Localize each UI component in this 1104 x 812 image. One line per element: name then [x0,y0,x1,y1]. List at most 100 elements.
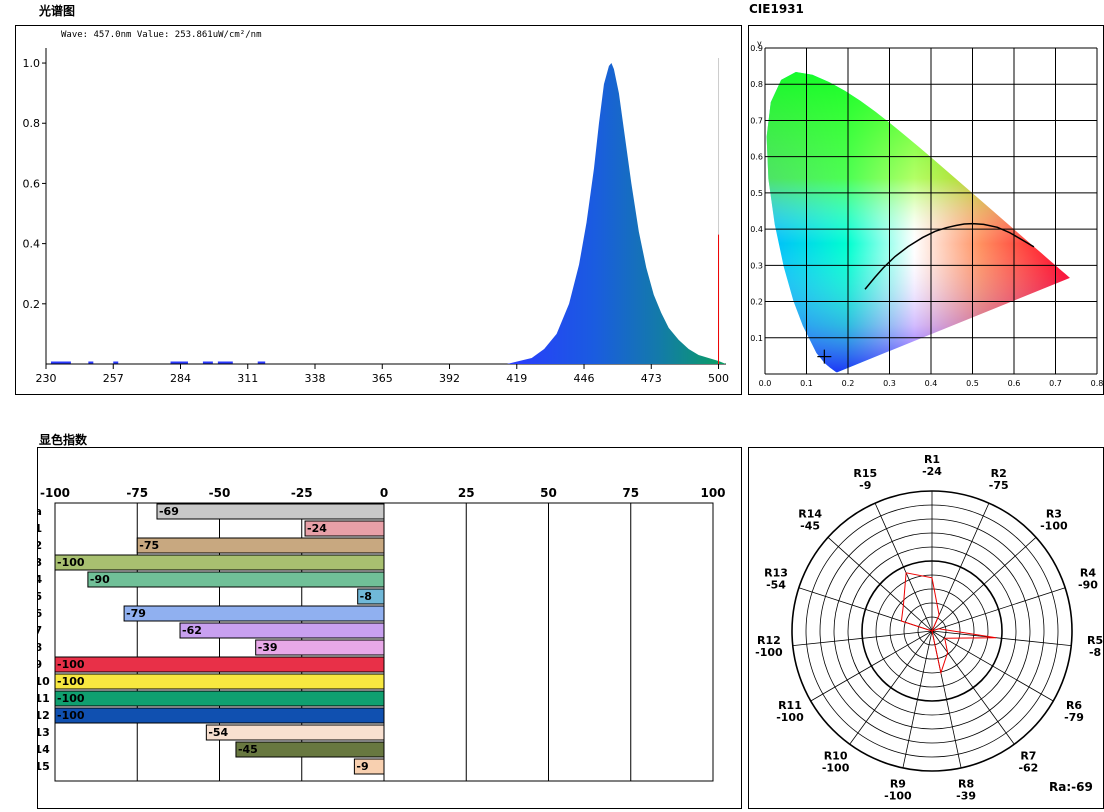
cri-bar [54,554,385,571]
cri-category-label: R1 [38,522,42,535]
spectrum-x-tick-label: 365 [372,372,393,385]
cri-plot-frame [54,502,714,782]
polar-spoke [931,502,990,632]
cri-bar [123,605,385,622]
spectrum-x-tick-label: 257 [103,372,124,385]
polar-spoke [849,630,933,745]
cie-planckian-locus [864,222,1035,290]
spectrum-x-tick-label: 500 [708,372,729,385]
cie-y-tick-label: 0.2 [750,298,763,307]
cri-bar [54,656,385,673]
cie-x-tick-label: 0.3 [883,379,896,388]
cri-bar [179,622,385,639]
cri-bar-value-label: -100 [57,556,85,569]
polar-spoke [931,630,1072,647]
spectrum-y-tick-label: 0.6 [23,177,41,190]
polar-spoke [874,502,933,632]
cri-bar-value-label: -8 [360,590,372,603]
cie-y-tick-label: 0.7 [750,116,763,125]
polar-category-label: R4 [1080,566,1096,579]
polar-value-label: -100 [822,762,850,775]
cri-x-tick-label: -25 [291,486,313,500]
spectrum-y-tick-label: 1.0 [23,57,41,70]
polar-category-label: R14 [798,507,822,520]
spectrum-x-tick-label: 446 [574,372,595,385]
cie-y-tick-label: 0.6 [750,153,763,162]
polar-category-label: R8 [958,777,974,790]
cri-category-label: Ra [38,505,42,518]
cri-category-label: R4 [38,573,42,586]
cri-panel: -100 -75 -50 -25 0 25 50 75 100 Ra -69 R1 -24 R2 -75 R3… [26,447,742,809]
polar-category-label: R1 [924,453,940,466]
polar-category-label: R5 [1087,634,1103,647]
cri-x-tick-label: 100 [700,486,725,500]
polar-value-label: -9 [859,479,871,492]
cie-x-tick-label: 0.5 [966,379,979,388]
spectrum-x-tick-label: 311 [237,372,258,385]
cri-bar [87,571,385,588]
polar-category-label: R11 [778,699,802,712]
cri-bar-value-label: -100 [57,658,85,671]
cie-panel: 0.0 0.1 0.2 0.3 0.4 0.5 0.6 0.7 0.8 0.1 0.2 0.3 0.4 0… [748,25,1104,395]
cri-bar [304,520,385,537]
cie-y-tick-label: 0.8 [750,80,763,89]
cri-category-label: R14 [38,743,50,756]
polar-value-label: -62 [1018,762,1038,775]
polar-category-label: R12 [757,634,781,647]
cri-x-tick-label: 75 [622,486,639,500]
cri-x-tick-label: 50 [540,486,557,500]
cri-bar-value-label: -79 [126,607,146,620]
cie-x-tick-label: 0.8 [1091,379,1104,388]
cri-bar-value-label: -100 [57,709,85,722]
cie-chart[interactable]: 0.0 0.1 0.2 0.3 0.4 0.5 0.6 0.7 0.8 0.1 0.2 0.3 0.4 0… [749,26,1104,394]
polar-value-label: -54 [766,578,786,591]
cie-x-tick-label: 0.2 [842,379,855,388]
cri-category-label: R12 [38,709,50,722]
cri-bar-value-label: -100 [57,675,85,688]
cri-bar [156,503,385,520]
cri-bar-value-label: -75 [139,539,159,552]
cri-bar-value-label: -100 [57,692,85,705]
spectrum-readout: Wave: 457.0nm Value: 253.861uW/cm²/nm [61,30,262,40]
spectrum-x-tick-label: 392 [439,372,460,385]
spectrum-x-tick-label: 284 [170,372,191,385]
polar-spoke [931,537,1037,632]
cri-bar [54,690,385,707]
cri-category-label: R2 [38,539,42,552]
polar-spoke [902,630,933,769]
polar-category-label: R15 [853,467,877,480]
cri-bar-value-label: -39 [258,641,278,654]
cie-x-tick-label: 0.4 [925,379,938,388]
cri-bar [255,639,385,656]
cri-x-tick-label: 25 [458,486,475,500]
cri-category-label: R6 [38,607,42,620]
polar-value-label: -100 [1040,519,1068,532]
cri-bar [353,758,385,775]
polar-spoke [931,630,1054,702]
polar-series-line [900,572,997,675]
spectrum-chart[interactable]: 230 257 284 311 338 365 392 419 446 473 500 0.2 0.4 0… [16,26,741,394]
cri-bar [54,673,385,690]
polar-spoke [931,630,1015,745]
cri-category-label: R8 [38,641,42,654]
cri-category-label: R15 [38,760,50,773]
polar-spoke [931,587,1066,632]
spectrum-x-tick-label: 338 [305,372,326,385]
cri-bar [136,537,385,554]
spectrum-y-tick-label: 0.8 [23,117,41,130]
polar-value-label: -24 [922,465,942,478]
polar-value-label: -79 [1064,711,1084,724]
spectrum-section-title: 光谱图 [39,4,76,18]
cri-category-label: R7 [38,624,42,637]
cie-y-tick-label: 0.1 [750,334,763,343]
cri-category-label: R13 [38,726,50,739]
polar-category-label: R10 [824,750,848,763]
cie-x-tick-label: 0.7 [1049,379,1062,388]
cri-x-tick-label: -50 [209,486,231,500]
cri-bar-chart: -100 -75 -50 -25 0 25 50 75 100 Ra -69 R1 -24 R2 -75 R3… [26,486,726,782]
polar-value-label: -90 [1078,578,1098,591]
polar-value-label: -100 [884,789,912,802]
spectrum-y-tick-label: 0.2 [23,298,41,311]
cri-bar-value-label: -62 [182,624,202,637]
spectrum-panel: 230 257 284 311 338 365 392 419 446 473 500 0.2 0.4 0… [15,25,742,395]
